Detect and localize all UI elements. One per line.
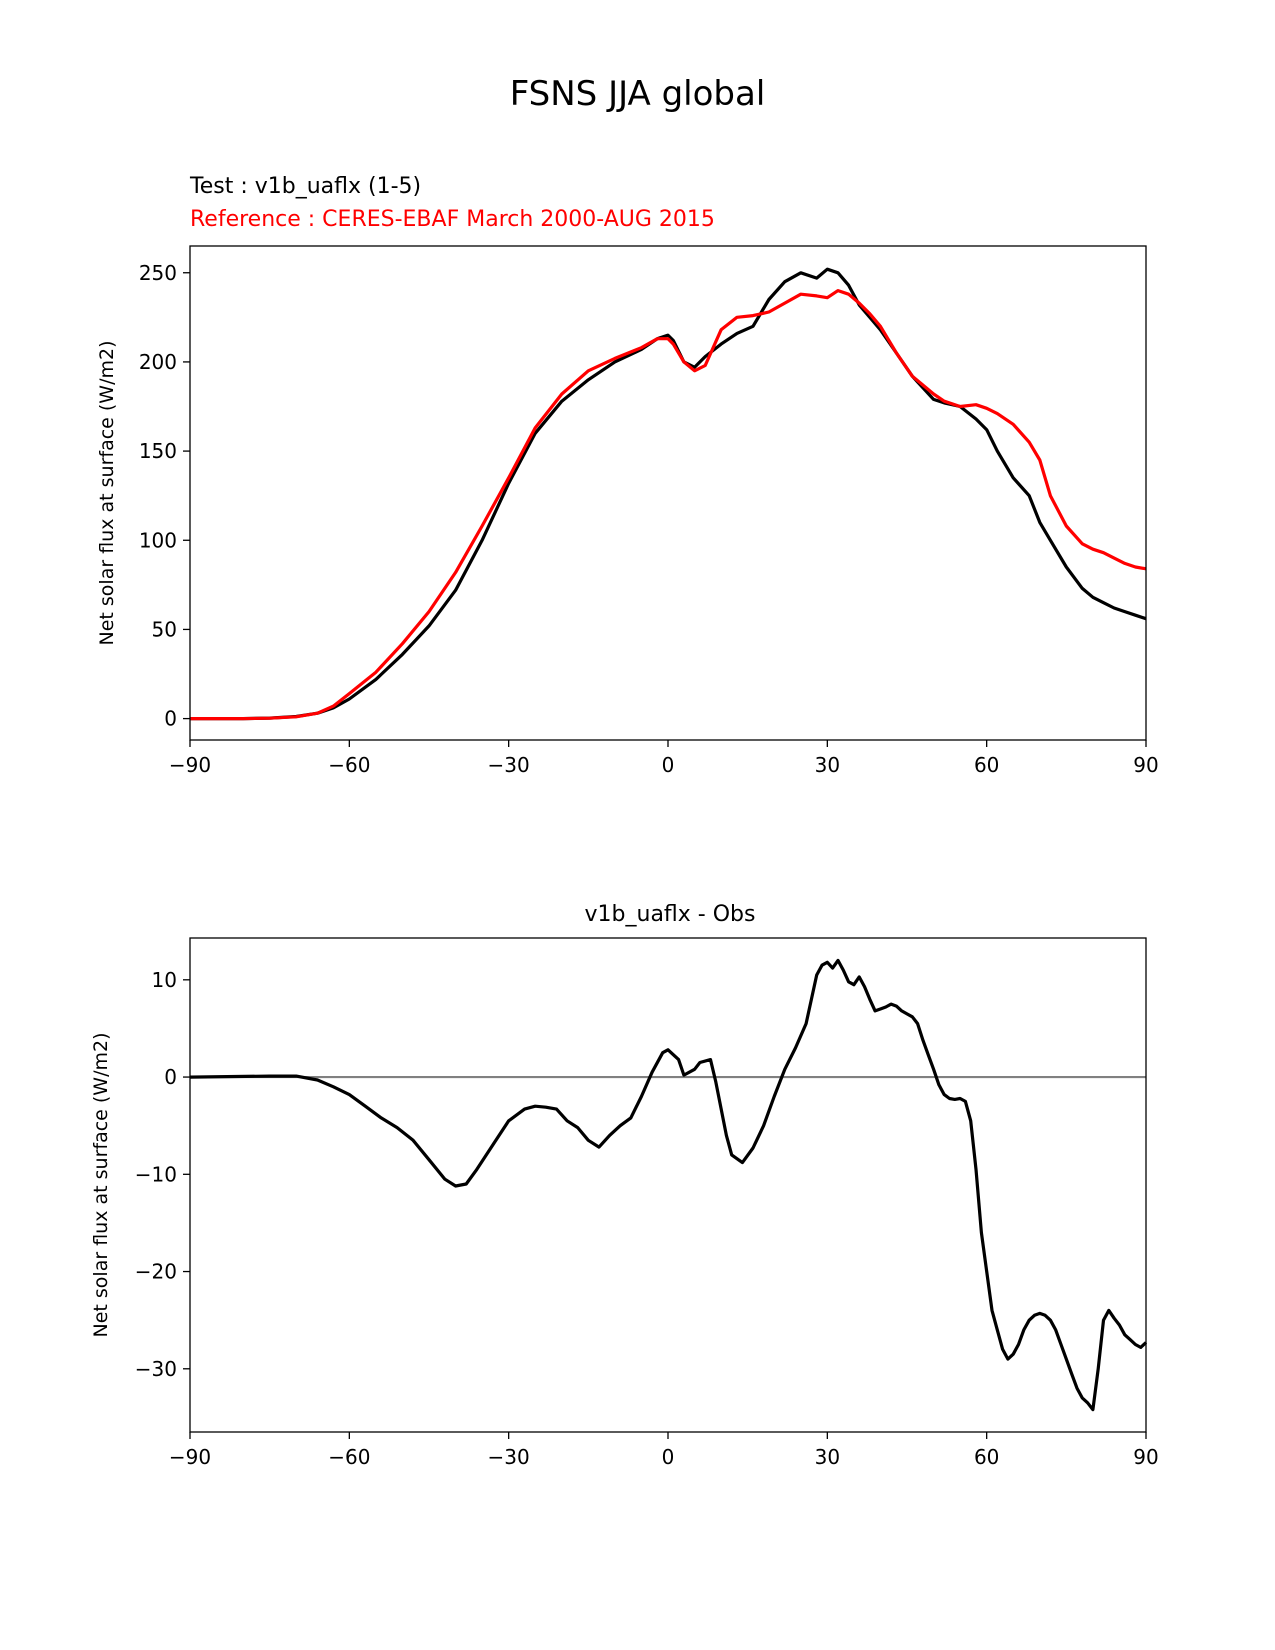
bottom-xtick-label: 60 [974,1445,999,1469]
top-xtick-label: −90 [169,753,211,777]
bottom-xtick-label: 0 [662,1445,675,1469]
top-ytick-label: 0 [164,707,177,731]
difference-plot-title: v1b_uaflx - Obs [584,902,756,927]
bottom-ytick-label: 0 [164,1065,177,1089]
top-series-line-0 [190,267,1147,721]
top-xtick-label: −30 [488,753,530,777]
bottom-plot: −90 −60 −30 0 30 60 90 −30 −20 −10 0 10 Net solar fl… [90,937,1159,1469]
top-xtick-label: 30 [815,753,840,777]
top-ytick-label: 50 [152,617,177,641]
top-xtick-label: −60 [328,753,370,777]
top-ytick-label: 150 [139,439,177,463]
top-ytick-label: 200 [139,350,177,374]
top-xtick-label: 90 [1133,753,1158,777]
top-xtick-label: 60 [974,753,999,777]
top-ylabel: Net solar flux at surface (W/m2) [96,341,118,646]
top-plot: −90 −60 −30 0 30 60 90 0 50 100 150 200 250 Net solar… [96,245,1159,777]
top-xtick-label: 0 [662,753,675,777]
bottom-xtick-label: 90 [1133,1445,1158,1469]
bottom-ylabel: Net solar flux at surface (W/m2) [90,1033,112,1338]
test-label: Test : v1b_uaflx (1-5) [190,174,422,199]
bottom-series-line-0 [189,958,1148,1412]
bottom-ytick-label: −20 [135,1260,177,1284]
bottom-ytick-label: −30 [135,1357,177,1381]
bottom-ytick-label: −10 [135,1162,177,1186]
top-ytick-label: 250 [139,261,177,285]
reference-label: Reference : CERES-EBAF March 2000-AUG 20… [190,207,715,232]
bottom-axes-frame [189,937,1147,1433]
bottom-xtick-label: −30 [488,1445,530,1469]
bottom-xtick-label: 30 [815,1445,840,1469]
top-axes-frame [189,245,1147,741]
top-series-line-1 [190,289,1147,721]
top-ytick-label: 100 [139,528,177,552]
figure-title: FSNS JJA global [509,74,766,114]
bottom-xtick-label: −90 [169,1445,211,1469]
bottom-xtick-label: −60 [328,1445,370,1469]
bottom-ytick-label: 10 [152,968,177,992]
